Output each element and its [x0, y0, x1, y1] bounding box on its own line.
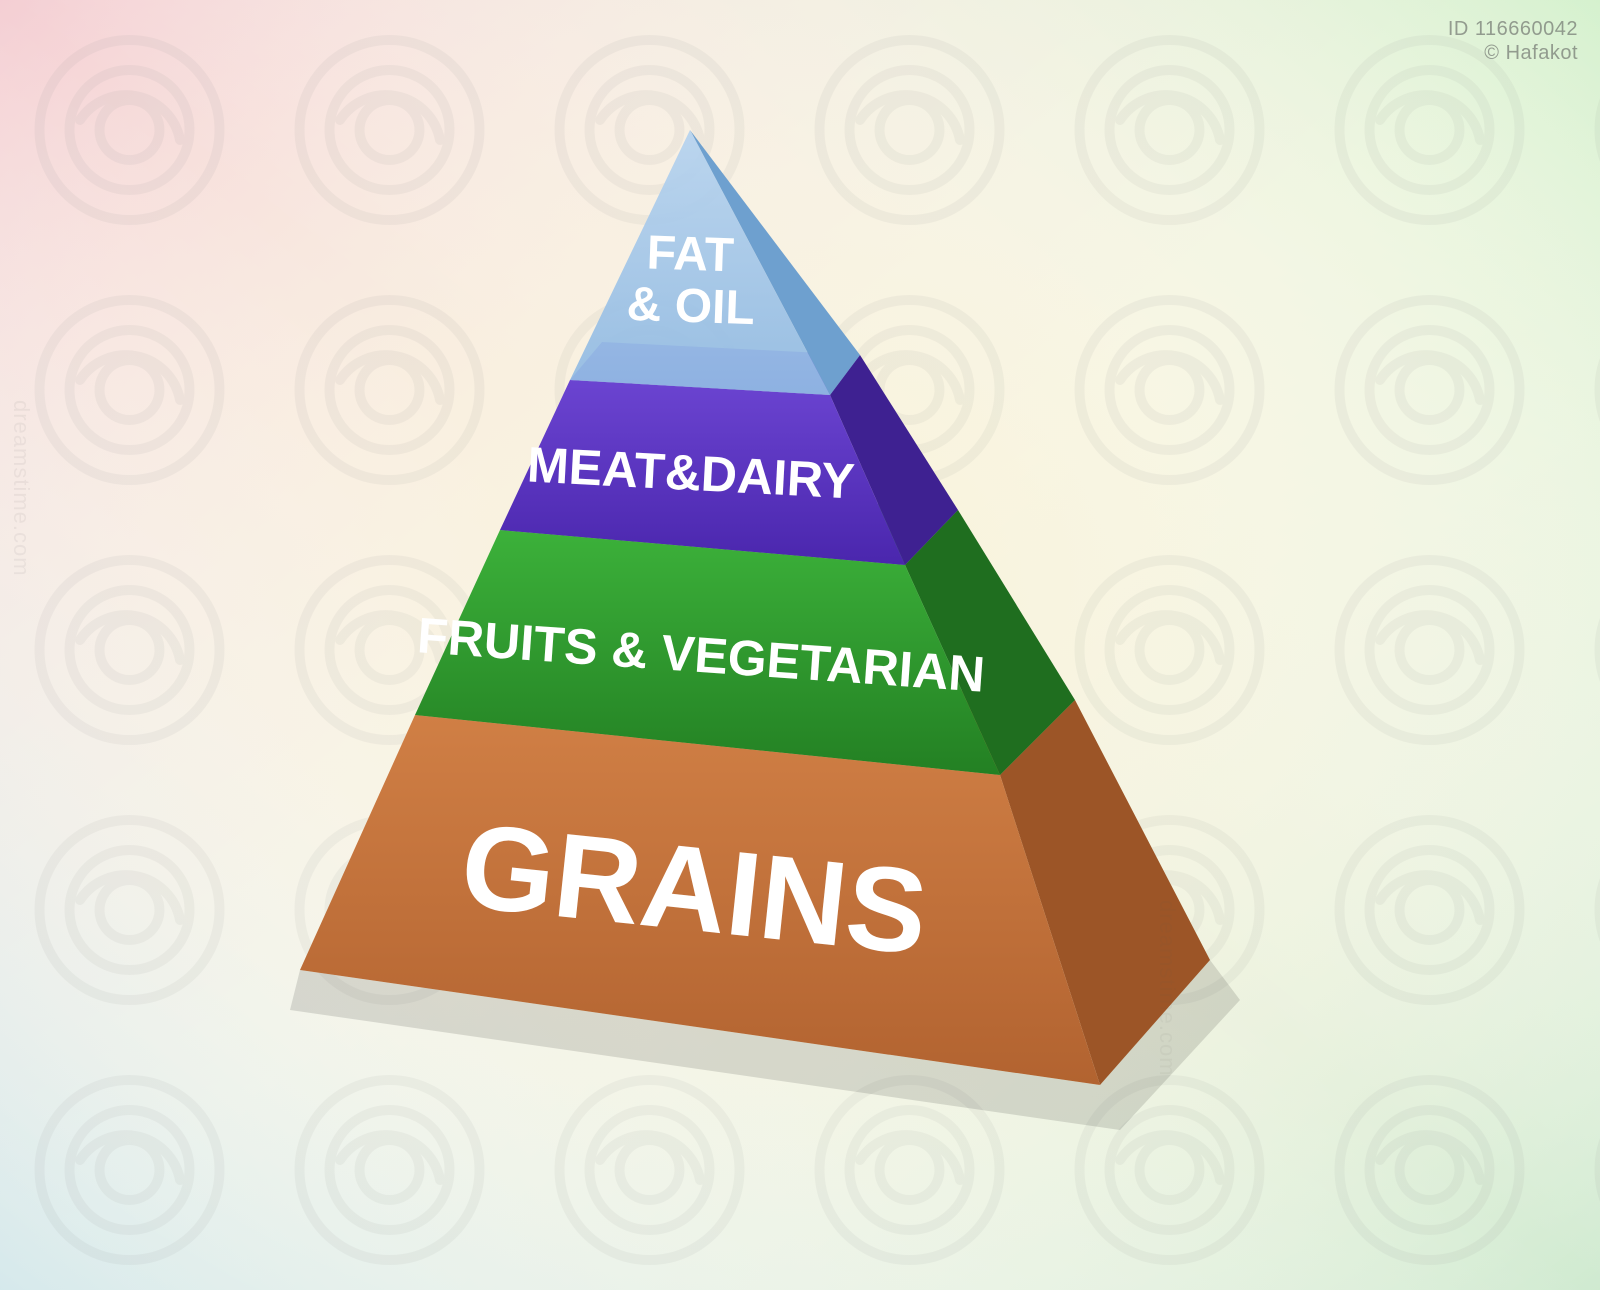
watermark-id: ID 116660042 [1448, 18, 1578, 41]
watermark-site-left: dreamstime.com [8, 400, 34, 577]
watermark-author: © Hafakot [1484, 42, 1578, 65]
stage: FAT & OIL MEAT&DAIRY FRUITS & VEGETARIAN… [0, 0, 1600, 1290]
watermark-site-mid: dreamstime.com [1154, 900, 1180, 1077]
food-pyramid: FAT & OIL MEAT&DAIRY FRUITS & VEGETARIAN… [0, 0, 1600, 1290]
